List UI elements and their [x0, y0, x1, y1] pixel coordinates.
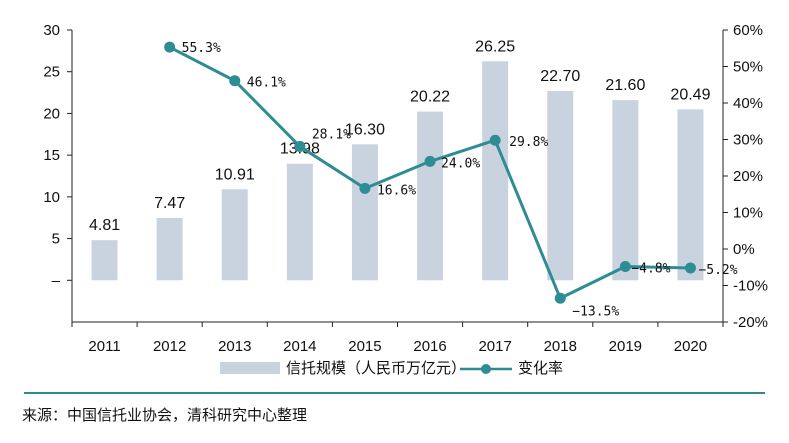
bar-value-labels: 4.817.4710.9113.9816.3020.2226.2522.7021…: [89, 38, 711, 234]
left-tick-label: 10: [43, 189, 60, 206]
line-value-label: −5.2%: [698, 263, 737, 278]
right-tick-label: -10%: [733, 278, 768, 295]
bar-value-label: 16.30: [345, 121, 385, 138]
legend-swatch-bar: [220, 362, 280, 374]
bar: [677, 109, 704, 281]
line-point: [359, 182, 371, 194]
right-tick-label: 0%: [733, 241, 755, 258]
line-value-label: 16.6%: [377, 183, 416, 198]
bar-value-label: 20.49: [670, 86, 710, 103]
x-tick-label: 2014: [283, 338, 316, 355]
x-tick-label: 2019: [609, 338, 642, 355]
bar-series: [91, 61, 704, 281]
line-point: [294, 140, 306, 152]
left-tick-label: –: [52, 272, 61, 289]
line-value-label: 55.3%: [182, 41, 221, 56]
x-tick-label: 2016: [413, 338, 446, 355]
line-point: [619, 261, 631, 273]
bar: [612, 100, 639, 281]
line-value-label: −13.5%: [572, 304, 619, 319]
line-point: [684, 262, 696, 274]
bar: [417, 111, 444, 281]
legend: 信托规模（人民币万亿元） 变化率: [220, 359, 563, 377]
bar: [482, 61, 509, 281]
right-tick-label: 30%: [733, 132, 763, 149]
legend-label-bar: 信托规模（人民币万亿元）: [286, 359, 466, 377]
right-tick-label: 60%: [733, 22, 763, 39]
line-value-label: −4.8%: [631, 262, 670, 277]
x-tick-label: 2012: [153, 338, 186, 355]
line-point: [489, 134, 501, 146]
bar-value-label: 26.25: [475, 38, 515, 55]
x-tick-label: 2020: [674, 338, 707, 355]
bar: [547, 90, 574, 281]
bar: [286, 163, 313, 281]
right-tick-label: 50%: [733, 59, 763, 76]
source-divider: [24, 392, 765, 394]
x-tick-label: 2018: [544, 338, 577, 355]
right-tick-label: 20%: [733, 168, 763, 185]
bar: [221, 189, 248, 281]
x-tick-label: 2017: [478, 338, 511, 355]
line-point: [164, 41, 176, 53]
right-tick-label: 10%: [733, 205, 763, 222]
line-point: [424, 155, 436, 167]
legend-label-line: 变化率: [518, 359, 563, 377]
left-tick-label: 5: [52, 231, 60, 248]
axes: – 5 10 15 20 25 30 -20% -10% 0% 10% 20% 30% 40% 50% 60%…: [43, 22, 768, 355]
bar-value-label: 22.70: [540, 68, 580, 85]
source-note: 来源：中国信托业协会，清科研究中心整理: [22, 406, 308, 424]
line-value-label: 29.8%: [509, 135, 548, 150]
line-point: [554, 292, 566, 304]
right-tick-label: 40%: [733, 95, 763, 112]
bar: [156, 217, 183, 281]
right-tick-label: -20%: [733, 314, 768, 331]
line-series: [164, 41, 696, 304]
bar-value-label: 4.81: [89, 217, 120, 234]
bar-value-label: 20.22: [410, 89, 450, 106]
line-point: [229, 75, 241, 87]
left-tick-label: 25: [43, 64, 60, 81]
x-tick-label: 2015: [348, 338, 381, 355]
bar-value-label: 10.91: [215, 166, 255, 183]
x-tick-label: 2013: [218, 338, 251, 355]
line-value-labels: 55.3% 46.1% 28.1% 16.6% 24.0% 29.8% −13.5% −4.8…: [182, 41, 738, 319]
bar: [351, 144, 378, 281]
bar: [91, 240, 118, 281]
bar-value-label: 21.60: [605, 77, 645, 94]
line-value-label: 46.1%: [247, 76, 286, 91]
line-value-label: 28.1%: [312, 127, 351, 142]
line-value-label: 24.0%: [441, 156, 480, 171]
left-tick-label: 15: [43, 147, 60, 164]
left-tick-label: 20: [43, 105, 60, 122]
legend-swatch-marker: [481, 364, 491, 374]
x-tick-label: 2011: [88, 338, 120, 355]
left-tick-label: 30: [43, 22, 60, 39]
bar-value-label: 7.47: [154, 195, 185, 212]
